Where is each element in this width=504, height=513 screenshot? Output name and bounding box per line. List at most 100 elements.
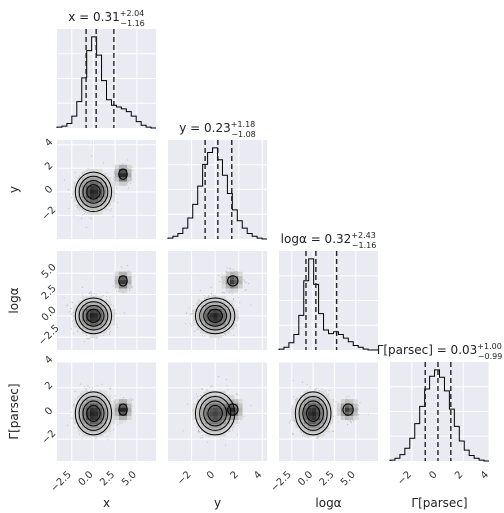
density-cell xyxy=(98,173,103,178)
sample-point xyxy=(84,386,86,388)
sample-point xyxy=(70,313,72,315)
sample-point xyxy=(102,432,104,434)
sample-point xyxy=(213,294,215,296)
sample-point xyxy=(235,323,237,326)
density-cell xyxy=(90,206,95,211)
sample-point xyxy=(116,187,118,189)
sample-point xyxy=(196,395,199,397)
density-cell xyxy=(98,300,103,305)
sample-point xyxy=(190,314,192,316)
sample-point xyxy=(130,397,132,399)
density-cell xyxy=(90,419,95,425)
sample-point xyxy=(220,276,222,278)
density-cell xyxy=(110,411,116,416)
density-cell xyxy=(127,403,132,408)
density-cell xyxy=(106,325,111,330)
sample-point xyxy=(71,193,74,195)
density-cell xyxy=(98,395,103,400)
density-cell xyxy=(81,181,87,186)
sample-point xyxy=(239,302,241,304)
sample-point xyxy=(203,298,206,300)
density-cell xyxy=(217,325,222,330)
density-cell xyxy=(102,411,107,416)
sample-point xyxy=(70,328,72,330)
sample-point xyxy=(112,178,114,180)
sample-point xyxy=(210,293,212,295)
density-cell xyxy=(90,168,95,174)
y-tick-label: 2.5 xyxy=(40,283,59,302)
sample-point xyxy=(129,290,131,292)
density-cell xyxy=(102,403,107,408)
density-cell xyxy=(225,284,231,289)
density-cell xyxy=(209,308,214,314)
density-cell xyxy=(238,271,243,277)
density-cell xyxy=(221,312,227,318)
density-cell xyxy=(110,185,116,190)
density-cell xyxy=(90,308,95,314)
density-cell xyxy=(102,185,107,190)
sample-point xyxy=(122,163,124,165)
density-cell xyxy=(229,312,235,318)
sample-point xyxy=(69,311,71,313)
sample-point xyxy=(107,439,109,441)
density-cell xyxy=(77,428,83,433)
density-cell xyxy=(234,279,239,285)
sample-point xyxy=(72,405,74,407)
scatter-panel-4-2: −2 0 2 4y xyxy=(168,361,267,510)
sample-point xyxy=(250,304,252,306)
density-cell xyxy=(94,390,99,396)
density-cell xyxy=(85,428,91,433)
contour-line xyxy=(86,308,101,323)
density-cell xyxy=(106,197,111,203)
density-cell xyxy=(85,308,91,314)
density-cell xyxy=(77,403,83,408)
title-minus: −1.08 xyxy=(231,130,256,139)
sample-point xyxy=(109,387,111,389)
sample-point xyxy=(73,332,75,334)
sample-point xyxy=(76,330,79,332)
density-cell xyxy=(90,177,95,182)
contour-line xyxy=(82,400,105,427)
sample-point xyxy=(186,312,188,314)
density-cell xyxy=(102,423,107,429)
density-cell xyxy=(205,329,210,334)
density-cell xyxy=(110,312,116,318)
sample-point xyxy=(65,305,67,307)
density-cell xyxy=(81,304,87,310)
sample-point xyxy=(117,423,119,425)
density-cell xyxy=(73,321,78,326)
sample-point xyxy=(104,432,106,434)
density-cell xyxy=(94,325,99,330)
density-cell xyxy=(123,288,128,293)
sample-point xyxy=(81,286,83,288)
sample-point xyxy=(102,162,105,164)
density-cell xyxy=(98,168,103,174)
density-cell xyxy=(201,312,206,318)
density-cell xyxy=(213,300,218,305)
sample-point xyxy=(81,217,83,220)
density-cell xyxy=(225,308,231,314)
sample-point xyxy=(113,401,115,403)
density-cell xyxy=(94,415,99,421)
density-cell xyxy=(85,189,91,194)
density-cell xyxy=(118,407,124,412)
sample-point xyxy=(71,312,73,314)
sample-point xyxy=(68,207,70,209)
density-cell xyxy=(192,317,198,322)
sample-point xyxy=(87,167,89,169)
sample-point xyxy=(238,297,240,299)
density-cell xyxy=(77,312,83,318)
density-cell xyxy=(81,312,87,318)
density-cell xyxy=(123,279,128,285)
hist-panel-1: x = 0.31+2.04 −1.16 xyxy=(56,9,156,129)
sample-point xyxy=(222,291,224,293)
sample-point xyxy=(106,292,108,294)
sample-point xyxy=(63,297,65,299)
sample-point xyxy=(190,312,193,315)
sample-point xyxy=(112,285,114,287)
density-cell xyxy=(118,279,124,285)
sample-point xyxy=(222,292,224,294)
density-cell xyxy=(123,177,128,182)
sample-point xyxy=(85,387,87,390)
